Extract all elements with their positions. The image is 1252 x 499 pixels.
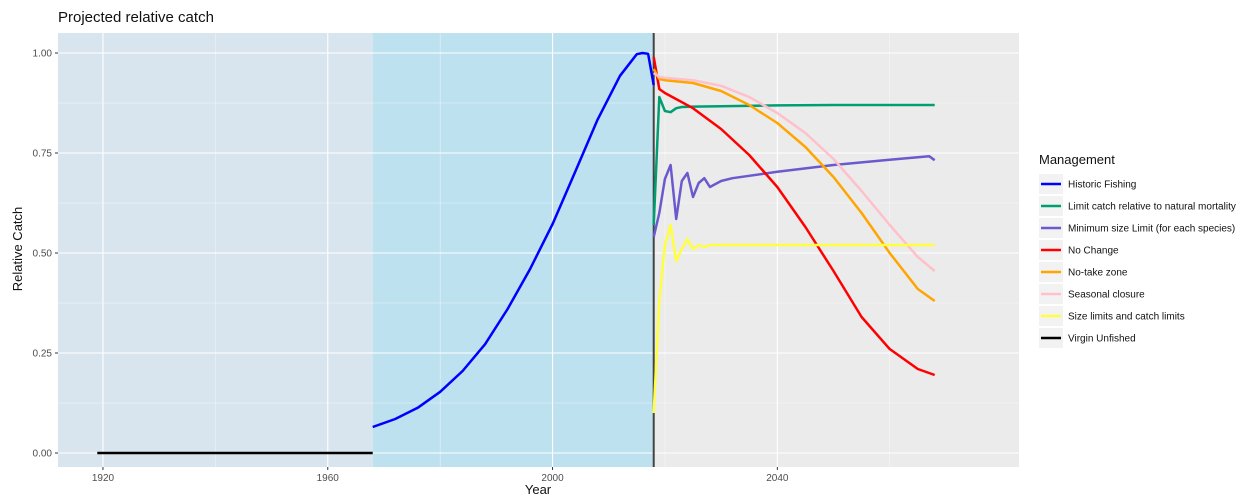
y-tick-label: 0.00 (33, 449, 53, 460)
x-tick-label: 1920 (92, 473, 115, 484)
legend-label-2: Minimum size Limit (for each species) (1068, 224, 1235, 235)
y-tick-label: 1.00 (33, 49, 53, 60)
y-tick-label: 0.25 (33, 349, 53, 360)
legend-title: Management (1039, 152, 1115, 167)
legend-label-5: Seasonal closure (1068, 290, 1145, 301)
y-axis: 0.00 0.25 0.50 0.75 1.00 (33, 49, 58, 460)
legend-label-3: No Change (1068, 246, 1119, 257)
legend-label-4: No-take zone (1068, 268, 1128, 279)
background-region-2 (654, 33, 1019, 467)
x-tick-label: 2040 (766, 473, 789, 484)
y-axis-title: Relative Catch (10, 207, 25, 292)
legend-label-6: Size limits and catch limits (1068, 312, 1185, 323)
x-axis: 1920 1960 2000 2040 (92, 467, 789, 484)
background-region-1 (373, 33, 654, 467)
x-tick-label: 1960 (317, 473, 340, 484)
legend: Management Historic Fishing Limit catch r… (1039, 152, 1236, 348)
chart-title: Projected relative catch (58, 9, 214, 26)
y-tick-label: 0.75 (33, 149, 53, 160)
legend-label-0: Historic Fishing (1068, 180, 1136, 191)
x-axis-title: Year (525, 482, 552, 497)
y-tick-label: 0.50 (33, 249, 53, 260)
legend-label-7: Virgin Unfished (1068, 334, 1136, 345)
legend-label-1: Limit catch relative to natural mortalit… (1068, 202, 1236, 213)
